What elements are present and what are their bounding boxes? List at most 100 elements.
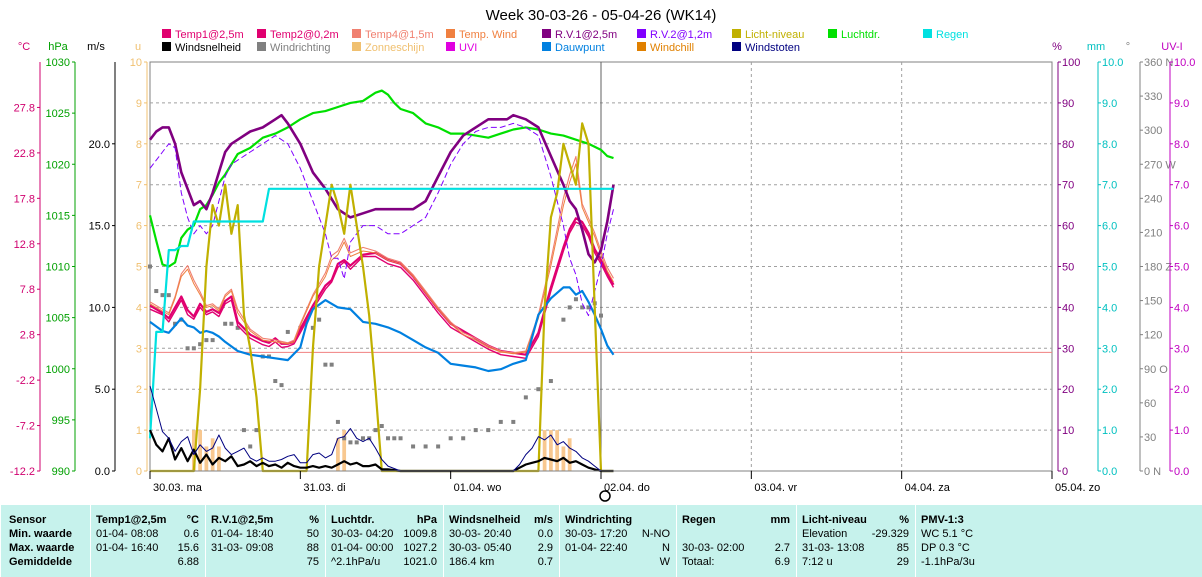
legend-licht-niveau-label: Licht-niveau: [745, 29, 804, 41]
windrichting-point: [273, 379, 278, 384]
summary-cell-label: 31-03- 13:08: [802, 542, 865, 554]
axis-tick-label: 7.0: [1174, 180, 1189, 192]
summary-cell-label: 01-04- 22:40: [565, 542, 628, 554]
summary-col-header: R.V.1@2,5m: [211, 514, 274, 526]
axis-unit-label: °: [1126, 41, 1130, 53]
summary-col-temp1-2-5m: Temp1@2,5m °C 01-04- 08:08 0.6 01-04- 16:40 1…: [90, 505, 205, 577]
axis-tick-label: 330: [1144, 91, 1162, 103]
axis-tick-label: 50: [1062, 262, 1074, 274]
legend-zonneschijn-label: Zonneschijn: [365, 42, 424, 54]
axis-tick-label: 8: [136, 139, 142, 151]
row-label-max: Max. waarde: [9, 542, 75, 554]
windrichting-point: [511, 419, 516, 424]
row-label-min: Min. waarde: [9, 528, 72, 540]
legend-regen-label: Regen: [936, 29, 968, 41]
x-axis: 30.03. ma 31.03. di 01.04. wo 02.04. do 03.0…: [149, 470, 1100, 502]
axis-tick-label: 10: [130, 57, 142, 69]
weather-chart: Week 30-03-26 - 05-04-26 (WK14) Temp1@2,5…: [10, 7, 1195, 502]
windrichting-point: [473, 428, 478, 433]
axis-left-ms: m/s 20.0 15.0 10.0 5.0 0.0: [87, 41, 116, 478]
axis-right-UVI: UV-I 10.0 9.0 8.0 7.0 6.0 5.0 4.0 3.0 2.0 1.0 0.0: [1161, 41, 1195, 478]
series-line-temp4-1-5m: [149, 155, 614, 354]
axis-left-hPa: hPa 1030 1025 1020 1015 1010 1005 1000 995 990: [46, 41, 76, 478]
series-line-r-v-2-1-2m: [149, 122, 614, 317]
legend-temp4-1-5m-swatch: [352, 29, 361, 38]
axis-tick-label: 210: [1144, 227, 1162, 239]
windrichting-point: [486, 428, 491, 433]
legend-windsnelheid-swatch: [162, 42, 171, 51]
axis-tick-label: 1015: [46, 210, 70, 222]
x-axis-tick-label: 01.04. wo: [454, 482, 502, 494]
legend-regen-swatch: [923, 29, 932, 38]
axis-tick-label: -12.2: [10, 466, 35, 478]
x-axis-tick-label: 02.04. do: [604, 482, 650, 494]
legend: Temp1@2,5m Temp2@0,2m Temp4@1,5m Temp. Wind…: [162, 29, 968, 54]
axis-tick-label: 7: [136, 180, 142, 192]
windrichting-point: [567, 305, 572, 310]
x-axis-tick-label: 04.04. za: [905, 482, 951, 494]
axis-unit-label: °C: [18, 41, 30, 53]
axis-tick-label: 4.0: [1174, 302, 1189, 314]
summary-col-unit: %: [899, 514, 909, 526]
row-label-avg: Gemiddelde: [9, 556, 72, 568]
legend-licht-niveau-swatch: [732, 29, 741, 38]
summary-cell-label: 7:12 u: [802, 556, 833, 568]
axis-tick-label: 1.0: [1174, 425, 1189, 437]
axis-tick-label: 120: [1144, 330, 1162, 342]
legend-r-v-2-1-2m-label: R.V.2@1,2m: [650, 29, 712, 41]
zonneschijn-bar: [336, 438, 340, 471]
axis-tick-label: 22.8: [14, 148, 35, 160]
axis-tick-label: 1025: [46, 108, 70, 120]
legend-zonneschijn-swatch: [352, 42, 361, 51]
windrichting-point: [173, 321, 178, 326]
legend-luchtdr--label: Luchtdr.: [841, 29, 880, 41]
axis-tick-label: 90: [1062, 98, 1074, 110]
legend-temp2-0-2m-label: Temp2@0,2m: [270, 29, 339, 41]
zonneschijn-bar: [542, 430, 547, 471]
windrichting-point: [448, 436, 453, 441]
windrichting-point: [461, 436, 466, 441]
windrichting-point: [241, 428, 246, 433]
windrichting-point: [342, 436, 347, 441]
axis-tick-label: 6.0: [1174, 221, 1189, 233]
legend-r-v-2-1-2m-swatch: [637, 29, 646, 38]
summary-row-labels: Sensor Min. waarde Max. waarde Gemiddeld…: [0, 505, 90, 577]
axis-right-deg: ° 360 N 330 300 270 W 240 210 180 Z 150 120 90 O 60…: [1126, 41, 1177, 478]
summary-col-header: Windsnelheid: [449, 514, 521, 526]
x-axis-tick-label: 31.03. di: [303, 482, 345, 494]
axis-tick-label: 180 Z: [1144, 262, 1172, 274]
summary-cell-value: 85: [896, 542, 909, 554]
axis-tick-label: 20: [1062, 384, 1074, 396]
summary-cell-label: 01-04- 00:00: [331, 542, 394, 554]
summary-cell-label: 01-04- 18:40: [211, 528, 274, 540]
windrichting-points: [148, 264, 603, 449]
legend-windchill-label: Windchill: [650, 42, 694, 54]
axis-tick-label: 1030: [46, 57, 70, 69]
summary-col-header: Licht-niveau: [802, 514, 867, 526]
axis-tick-label: 7.8: [20, 284, 35, 296]
summary-col-unit: °C: [186, 514, 199, 526]
summary-cell-value: W: [659, 556, 670, 568]
summary-cell-label: ^2.1hPa/u: [331, 556, 381, 568]
windrichting-point: [411, 444, 416, 449]
axis-tick-label: 1005: [46, 313, 70, 325]
legend-luchtdr--swatch: [828, 29, 837, 38]
x-axis-tick-label: 05.04. zo: [1055, 482, 1100, 494]
windrichting-point: [160, 293, 165, 298]
summary-cell-value: N-NO: [641, 528, 670, 540]
series-line-luchtdr-: [148, 89, 614, 268]
summary-cell-label: WC 5.1 °C: [921, 528, 974, 540]
summary-col-regen: Regen mm 30-03- 02:00 2.7 Totaal: 6.9: [676, 505, 796, 577]
summary-col-unit: %: [309, 514, 319, 526]
windrichting-point: [392, 436, 397, 441]
legend-r-v-1-2-5m-label: R.V.1@2,5m: [555, 29, 617, 41]
summary-cell-label: -1.1hPa/3u: [921, 556, 975, 568]
axis-tick-label: 270 W: [1144, 159, 1176, 171]
summary-cell-label: 30-03- 02:00: [682, 542, 745, 554]
legend-temp-wind-label: Temp. Wind: [459, 29, 517, 41]
axis-tick-label: 4.0: [1102, 302, 1117, 314]
summary-cell-label: 30-03- 04:20: [331, 528, 394, 540]
windrichting-point: [329, 362, 334, 367]
legend-dauwpunt-swatch: [542, 42, 551, 51]
axis-tick-label: 6: [136, 221, 142, 233]
